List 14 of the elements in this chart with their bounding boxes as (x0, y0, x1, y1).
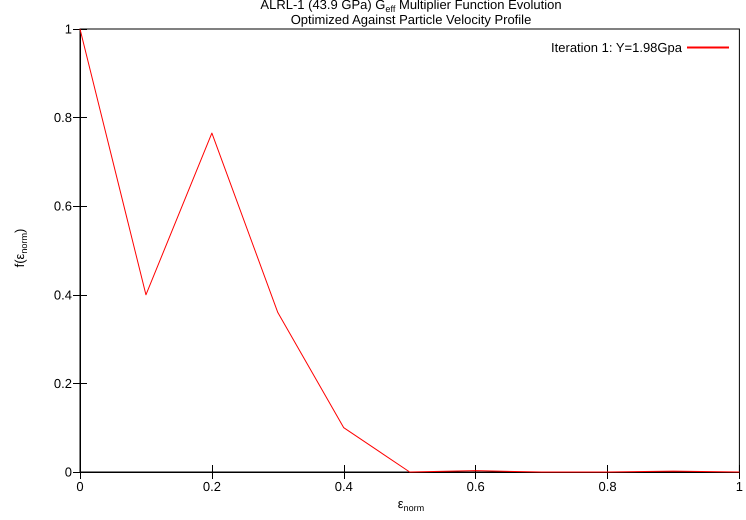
x-tick-label: 1 (736, 479, 743, 494)
y-tick-label: 0.4 (54, 287, 72, 302)
x-axis-title: ε$_{norm}$ (396, 496, 426, 513)
y-tick-label: 1 (64, 22, 72, 36)
legend-label: Iteration 1: Y=1.98Gpa (551, 40, 683, 55)
y-tick-label: 0.2 (54, 376, 72, 391)
x-tick-label: 0 (76, 479, 84, 494)
y-tick-label: 0.8 (54, 110, 72, 126)
x-tick-label: 0.6 (466, 479, 485, 494)
x-tick-label: 0.8 (598, 479, 617, 494)
x-tick-label: 0.4 (334, 479, 353, 494)
y-tick-label: 0 (64, 464, 72, 480)
x-tick-label: 0.2 (202, 479, 221, 494)
y-tick-label: 0.6 (54, 198, 72, 214)
